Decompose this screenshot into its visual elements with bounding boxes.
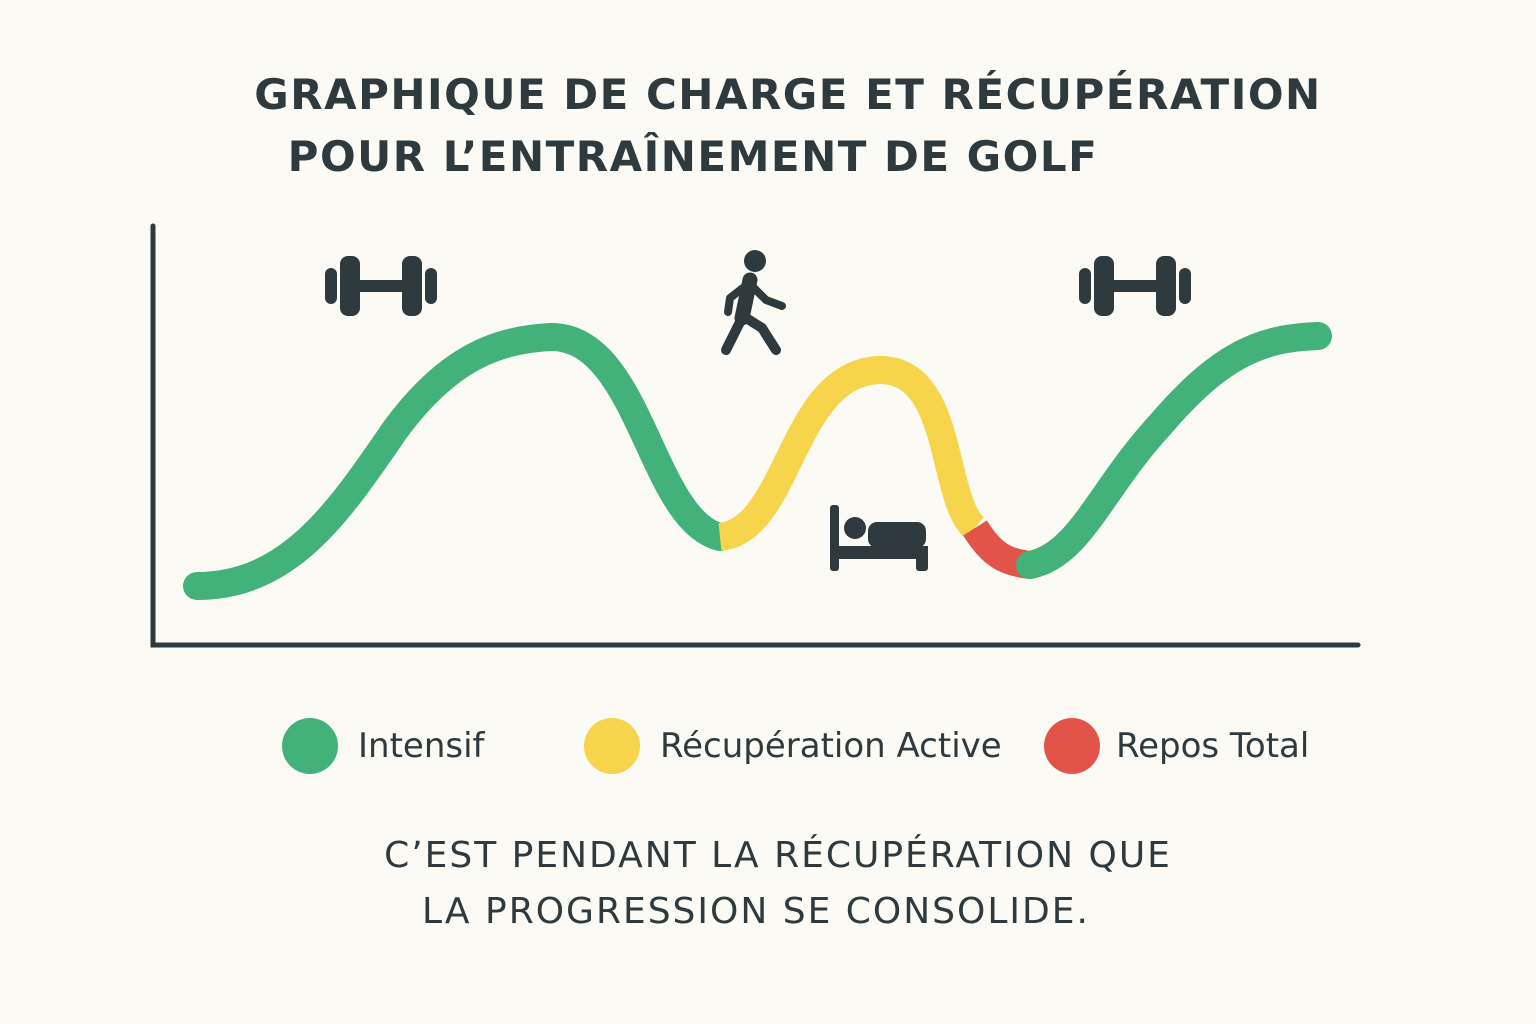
legend-label: Repos Total: [1116, 726, 1310, 766]
caption-line-1: C’EST PENDANT LA RÉCUPÉRATION QUE: [384, 835, 1172, 876]
legend: Intensif Récupération Active Repos Total: [0, 716, 1536, 776]
caption: C’EST PENDANT LA RÉCUPÉRATION QUE LA PRO…: [0, 828, 1536, 940]
legend-swatch-repos-total: [1044, 718, 1100, 774]
dumbbell-icon: [325, 256, 437, 316]
legend-item-recuperation-active: Récupération Active: [584, 716, 1002, 776]
dumbbell-icon: [1079, 256, 1191, 316]
diagram-title: GRAPHIQUE DE CHARGE ET RÉCUPÉRATION POUR…: [0, 64, 1536, 188]
title-line-2: POUR L’ENTRAÎNEMENT DE GOLF: [287, 132, 1099, 181]
legend-label: Récupération Active: [660, 726, 1002, 766]
legend-swatch-recuperation-active: [584, 718, 640, 774]
bed-icon: [830, 505, 928, 571]
title-line-1: GRAPHIQUE DE CHARGE ET RÉCUPÉRATION: [254, 70, 1322, 119]
axes: [150, 223, 1361, 648]
curve-segment-intensif-1: [183, 322, 734, 600]
walking-person-icon: [721, 250, 786, 355]
legend-item-intensif: Intensif: [282, 716, 485, 776]
legend-label: Intensif: [358, 726, 485, 766]
curve-segment-intensif-2: [1016, 322, 1332, 579]
legend-swatch-intensif: [282, 718, 338, 774]
legend-item-repos-total: Repos Total: [1044, 716, 1309, 776]
caption-line-2: LA PROGRESSION SE CONSOLIDE.: [422, 891, 1090, 932]
curve-segment-recuperation-active: [717, 355, 986, 551]
